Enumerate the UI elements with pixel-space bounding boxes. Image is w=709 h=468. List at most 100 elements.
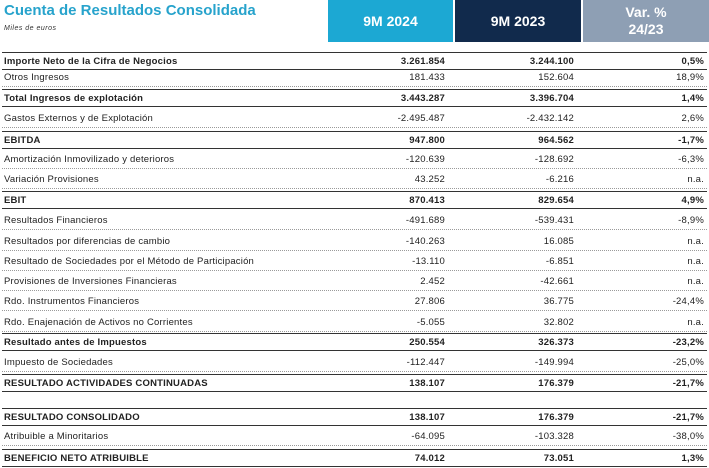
cell-value: -2.495.487 [397, 113, 445, 124]
table-row: Resultados por diferencias de cambio -140… [2, 233, 707, 251]
table-row: RESULTADO CONSOLIDADO 138.107 176.379 -21,7… [2, 408, 707, 426]
cell-value: 3.261.854 [400, 56, 445, 67]
row-label: Resultado de Sociedades por el Método de… [4, 256, 255, 267]
cell-value: -6,3% [678, 154, 704, 165]
cell-value: n.a. [687, 174, 704, 185]
row-label: Variación Provisiones [4, 174, 99, 185]
cell-value: -6.851 [545, 256, 574, 267]
cell-value: -5.055 [416, 317, 445, 328]
cell-value: -25,0% [672, 357, 704, 368]
table-row: Atribuible a Minoritarios -64.095 -103.328… [2, 428, 707, 446]
row-label: Rdo. Enajenación de Activos no Corriente… [4, 317, 193, 328]
cell-value: 16.085 [543, 236, 574, 247]
table-row: EBIT 870.413 829.654 4,9% [2, 191, 707, 209]
row-label: Provisiones de Inversiones Financieras [4, 276, 177, 287]
cell-value: 3.244.100 [529, 56, 574, 67]
table-row: Resultados Financieros -491.689 -539.431 -8… [2, 212, 707, 230]
cell-value: -6.216 [545, 174, 574, 185]
column-header: Var. % 24/23 [583, 0, 709, 42]
cell-value: 138.107 [409, 412, 445, 423]
row-label: EBITDA [4, 135, 41, 146]
cell-value: -149.994 [534, 357, 574, 368]
row-label: Otros Ingresos [4, 72, 70, 83]
row-label: Importe Neto de la Cifra de Negocios [4, 56, 178, 67]
table-row: Amortización Inmovilizado y deterioros -1… [2, 151, 707, 169]
row-label: RESULTADO CONSOLIDADO [4, 412, 140, 423]
row-label: Amortización Inmovilizado y deterioros [4, 154, 175, 165]
cell-value: 32.802 [543, 317, 574, 328]
table-row: Otros Ingresos 181.433 152.604 18,9% [2, 69, 707, 87]
cell-value: 4,9% [681, 195, 704, 206]
table-row: Total Ingresos de explotación 3.443.287 3.… [2, 89, 707, 107]
cell-value: -2.432.142 [526, 113, 574, 124]
cell-value: n.a. [687, 256, 704, 267]
cell-value: -38,0% [672, 431, 704, 442]
cell-value: 2.452 [420, 276, 445, 287]
cell-value: 0,5% [681, 56, 704, 67]
cell-value: 74.012 [414, 453, 445, 464]
cell-value: 2,6% [681, 113, 704, 124]
cell-value: -128.692 [534, 154, 574, 165]
table-row: Rdo. Enajenación de Activos no Corriente… [2, 314, 707, 332]
cell-value: 43.252 [414, 174, 445, 185]
cell-value: -21,7% [672, 378, 704, 389]
cell-value: -13.110 [412, 256, 445, 267]
cell-value: 829.654 [538, 195, 574, 206]
cell-value: 73.051 [543, 453, 574, 464]
row-label: RESULTADO ACTIVIDADES CONTINUADAS [4, 378, 208, 389]
row-label: Gastos Externos y de Explotación [4, 113, 153, 124]
column-header: 9M 2024 [328, 0, 453, 42]
cell-value: 3.396.704 [529, 93, 574, 104]
cell-value: n.a. [687, 317, 704, 328]
cell-value: -112.447 [406, 357, 445, 368]
cell-value: -21,7% [672, 412, 704, 423]
cell-value: 18,9% [676, 72, 704, 83]
table-row: BENEFICIO NETO ATRIBUIBLE 74.012 73.051 1,3… [2, 449, 707, 467]
cell-value: -23,2% [672, 337, 704, 348]
cell-value: 3.443.287 [400, 93, 445, 104]
cell-value: n.a. [687, 276, 704, 287]
table-row: Provisiones de Inversiones Financieras 2.… [2, 273, 707, 291]
cell-value: -1,7% [678, 135, 704, 146]
title: Cuenta de Resultados Consolidada [4, 2, 256, 19]
table-row: RESULTADO ACTIVIDADES CONTINUADAS 138.107… [2, 374, 707, 392]
cell-value: -24,4% [672, 296, 704, 307]
subtitle: Miles de euros [4, 25, 57, 32]
cell-value: 964.562 [538, 135, 574, 146]
cell-value: 1,3% [681, 453, 704, 464]
row-label: EBIT [4, 195, 27, 206]
cell-value: -64.095 [411, 431, 445, 442]
row-label: Resultados por diferencias de cambio [4, 236, 171, 247]
cell-value: -491.689 [405, 215, 445, 226]
cell-value: -140.263 [405, 236, 445, 247]
row-label: Total Ingresos de explotación [4, 93, 144, 104]
table-row: Variación Provisiones 43.252 -6.216 n.a. [2, 171, 707, 189]
cell-value: -42.661 [540, 276, 574, 287]
table-row: Gastos Externos y de Explotación -2.495.4… [2, 110, 707, 128]
cell-value: -103.328 [534, 431, 574, 442]
cell-value: 181.433 [409, 72, 445, 83]
cell-value: 27.806 [414, 296, 445, 307]
row-label: Atribuible a Minoritarios [4, 431, 109, 442]
cell-value: 326.373 [538, 337, 574, 348]
table-row: EBITDA 947.800 964.562 -1,7% [2, 131, 707, 149]
cell-value: 36.775 [543, 296, 574, 307]
cell-value: 870.413 [409, 195, 445, 206]
table-row: Resultado antes de Impuestos 250.554 326.3… [2, 333, 707, 351]
row-label: Impuesto de Sociedades [4, 357, 113, 368]
cell-value: 176.379 [538, 412, 574, 423]
cell-value: 1,4% [681, 93, 704, 104]
table-row: Resultado de Sociedades por el Método de… [2, 253, 707, 271]
column-header: 9M 2023 [455, 0, 581, 42]
cell-value: -120.639 [405, 154, 445, 165]
cell-value: -8,9% [678, 215, 704, 226]
row-label: Rdo. Instrumentos Financieros [4, 296, 140, 307]
cell-value: 947.800 [409, 135, 445, 146]
cell-value: 176.379 [538, 378, 574, 389]
table-row: Rdo. Instrumentos Financieros 27.806 36.77… [2, 293, 707, 311]
row-label: Resultado antes de Impuestos [4, 337, 147, 348]
cell-value: 250.554 [409, 337, 445, 348]
cell-value: 152.604 [538, 72, 574, 83]
cell-value: 138.107 [409, 378, 445, 389]
